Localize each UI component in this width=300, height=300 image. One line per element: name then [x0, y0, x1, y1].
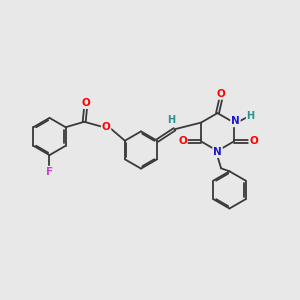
Text: H: H: [247, 111, 255, 121]
Text: H: H: [167, 115, 175, 125]
Text: O: O: [217, 89, 226, 99]
Text: N: N: [231, 116, 240, 126]
Text: O: O: [81, 98, 90, 108]
Text: O: O: [178, 136, 187, 146]
Text: O: O: [102, 122, 110, 132]
Text: F: F: [46, 167, 53, 177]
Text: N: N: [213, 147, 222, 157]
Text: O: O: [249, 136, 258, 146]
